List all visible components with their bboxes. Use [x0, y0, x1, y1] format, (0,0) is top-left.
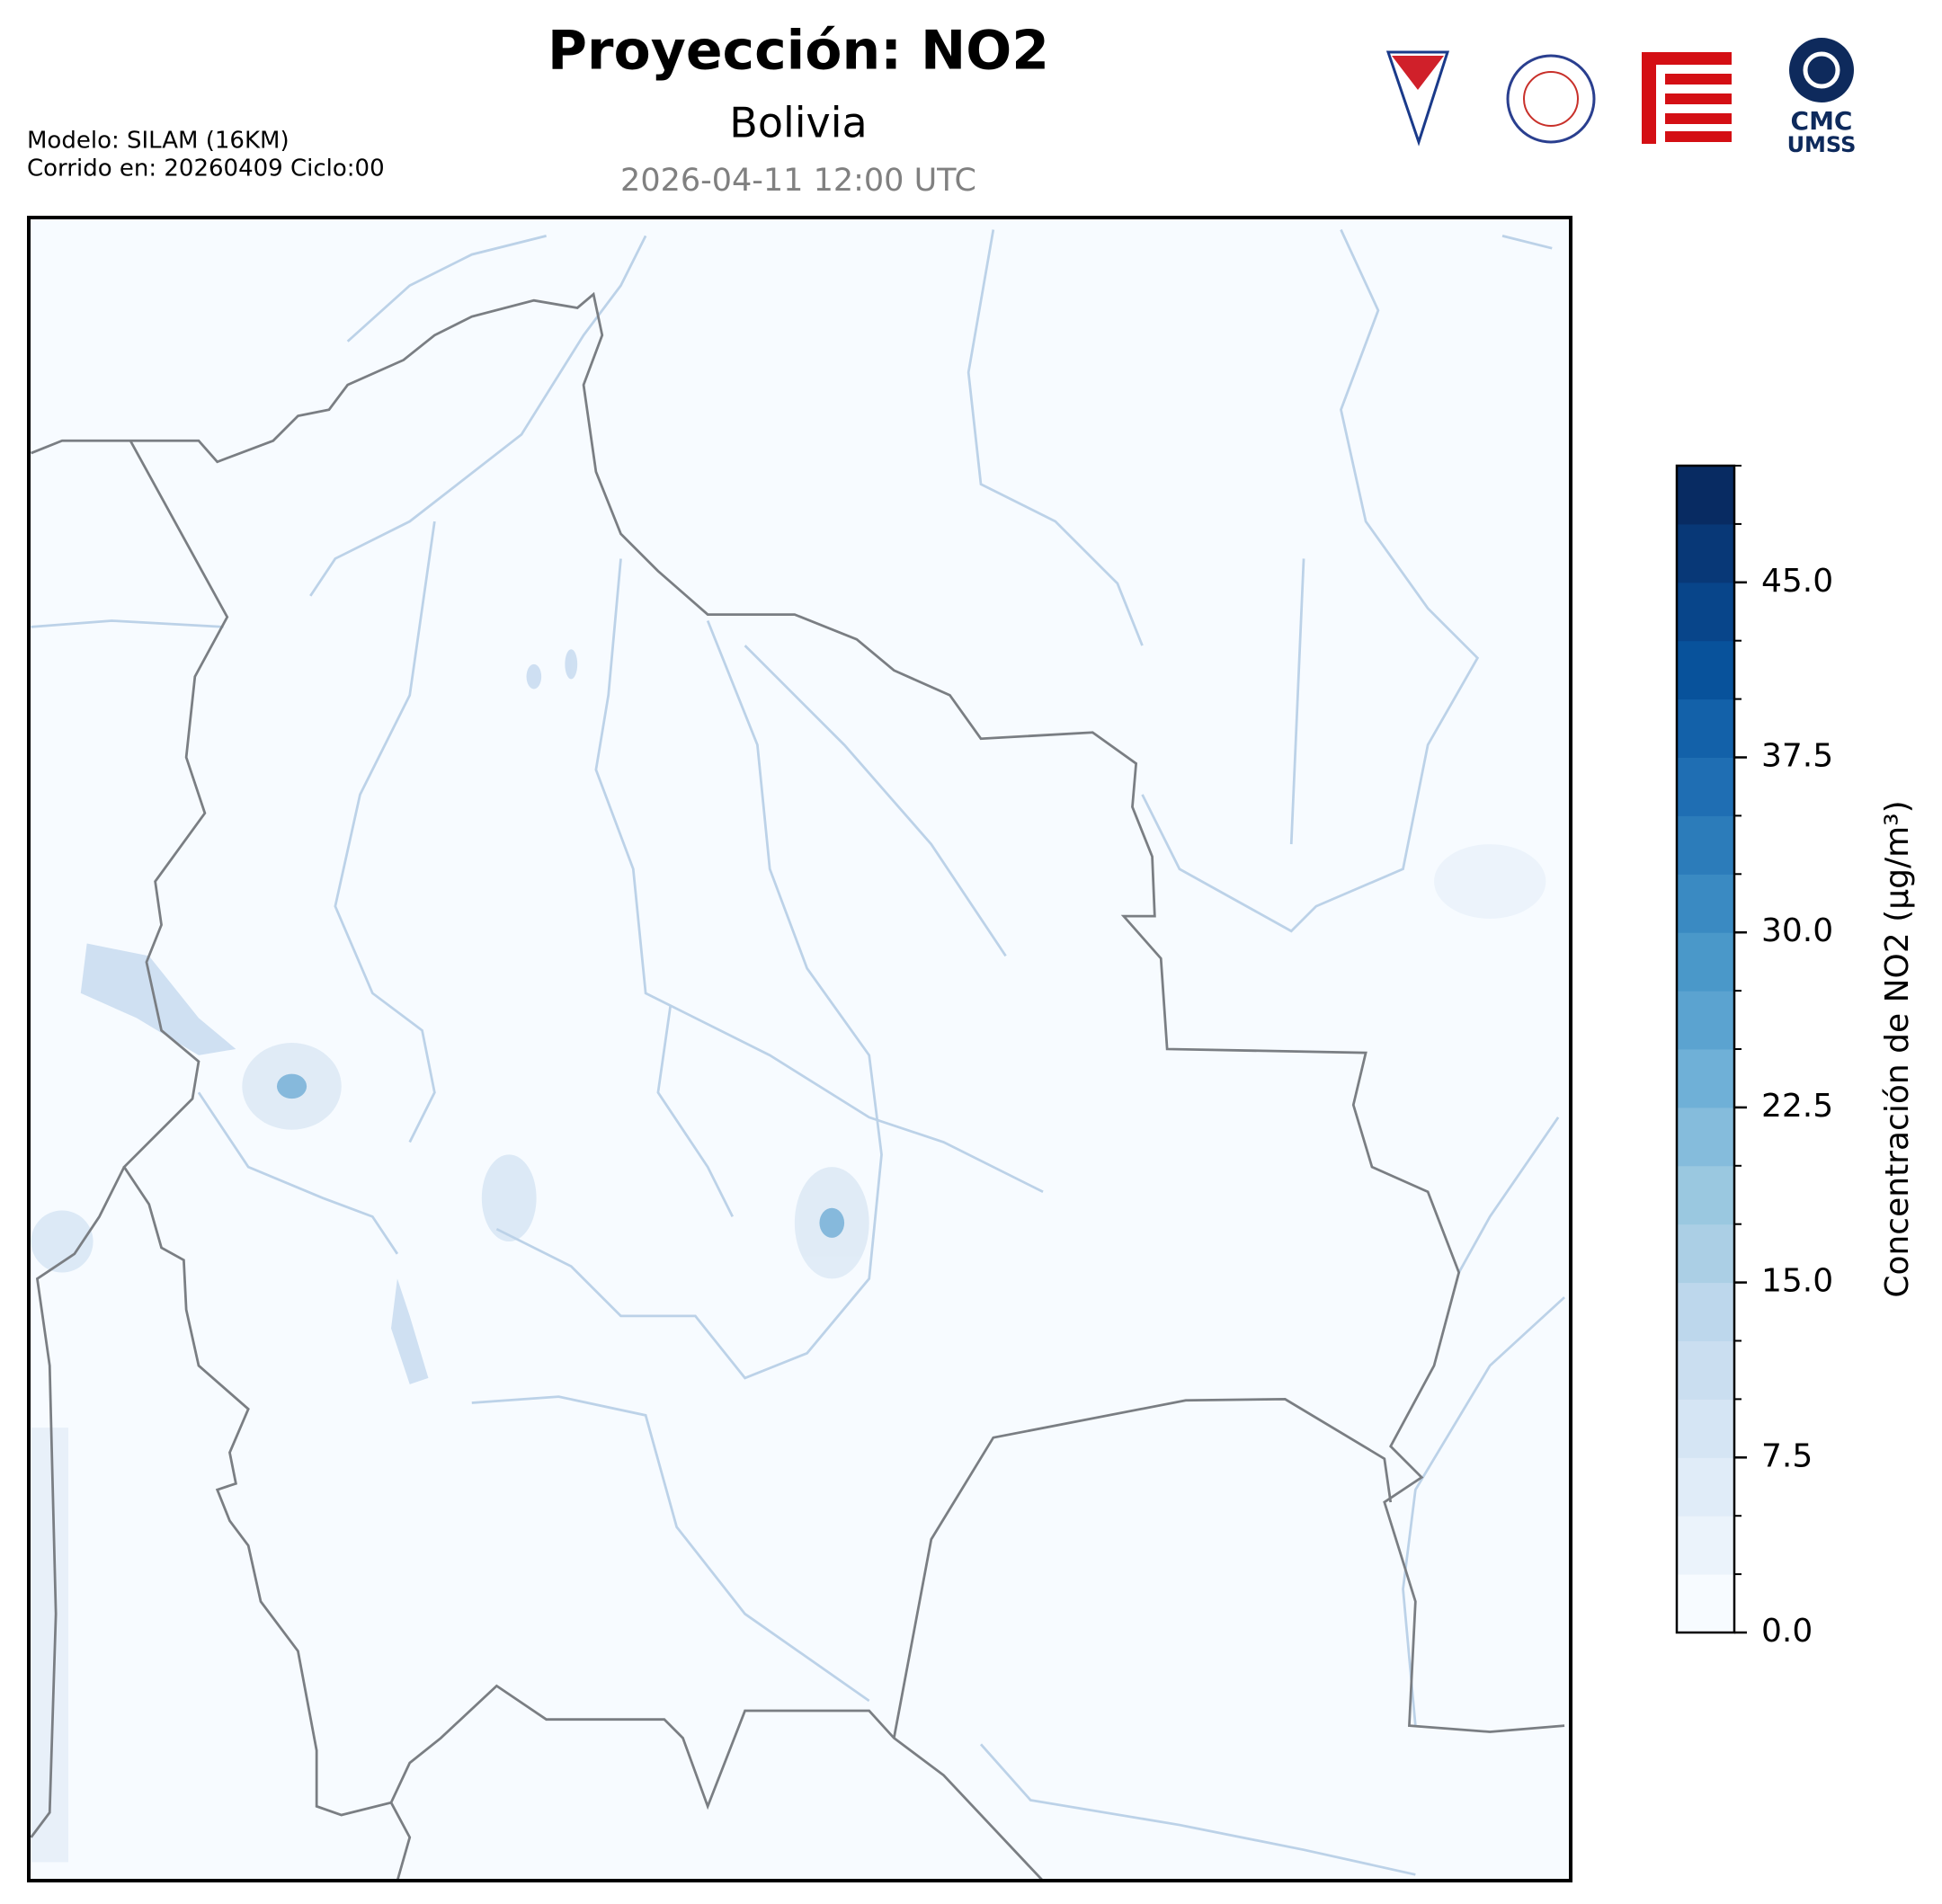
title: Proyección: NO2 [548, 20, 1049, 83]
colorbar-band [1677, 874, 1734, 933]
colorbar-band [1677, 757, 1734, 816]
colorbar-band [1677, 1049, 1734, 1108]
logo-red-mark [1642, 52, 1732, 144]
colorbar-band [1677, 932, 1734, 992]
colorbar-tick-label: 15.0 [1761, 1263, 1833, 1300]
subtitle: Bolivia [729, 99, 867, 147]
colorbar-band [1677, 991, 1734, 1050]
colorbar-band [1677, 523, 1734, 583]
datetime: 2026-04-11 12:00 UTC [620, 163, 976, 199]
colorbar-band [1677, 815, 1734, 875]
colorbar-tick-label: 37.5 [1761, 738, 1833, 775]
colorbar-tick-label: 0.0 [1761, 1613, 1813, 1650]
map-features [30, 228, 1565, 1882]
colorbar-band [1677, 582, 1734, 642]
model-info: Modelo: SILAM (16KM) [27, 128, 290, 155]
colorbar: 0.0 7.5 15.0 22.5 30.0 37.5 45.0 [1675, 464, 1833, 1650]
rivers [31, 228, 1565, 1876]
colorbar-band [1677, 1282, 1734, 1341]
colorbar-band [1677, 1340, 1734, 1400]
colorbar-band [1677, 1399, 1734, 1458]
logo-fisica-inner [1523, 71, 1579, 127]
colorbar-band [1677, 1574, 1734, 1633]
colorbar-band [1677, 1516, 1734, 1575]
colorbar-tick-label: 22.5 [1761, 1088, 1833, 1125]
colorbar-tick-label: 7.5 [1761, 1437, 1813, 1474]
logo-cmc [1789, 38, 1854, 102]
colorbar-tick-label: 30.0 [1761, 912, 1833, 949]
colorbar-band [1677, 1457, 1734, 1517]
colorbar-band [1677, 1107, 1734, 1167]
logo-text: UMSS [1787, 132, 1857, 157]
map [27, 216, 1572, 1882]
run-info: Corrido en: 20260409 Ciclo:00 [27, 156, 385, 182]
colorbar-label: Concentración de NO2 (µg/m³) [1879, 800, 1916, 1297]
concentration-blobs [31, 649, 1546, 1863]
logos: CMC UMSS [1385, 38, 1857, 157]
colorbar-band [1677, 640, 1734, 700]
logo-cmc-ring [1803, 51, 1840, 89]
map-background [29, 218, 1571, 1881]
colorbar-band [1677, 1223, 1734, 1284]
logo-umss-red [1392, 56, 1444, 90]
colorbar-band [1677, 1165, 1734, 1225]
borders [30, 291, 1565, 1882]
logo-text: CMC [1791, 106, 1853, 136]
colorbar-tick-label: 45.0 [1761, 563, 1833, 600]
colorbar-band [1677, 466, 1734, 525]
logo-fisica [1506, 54, 1596, 144]
map-frame [27, 216, 1572, 1882]
logo-umss-shield [1385, 50, 1450, 147]
colorbar-band [1677, 698, 1734, 758]
